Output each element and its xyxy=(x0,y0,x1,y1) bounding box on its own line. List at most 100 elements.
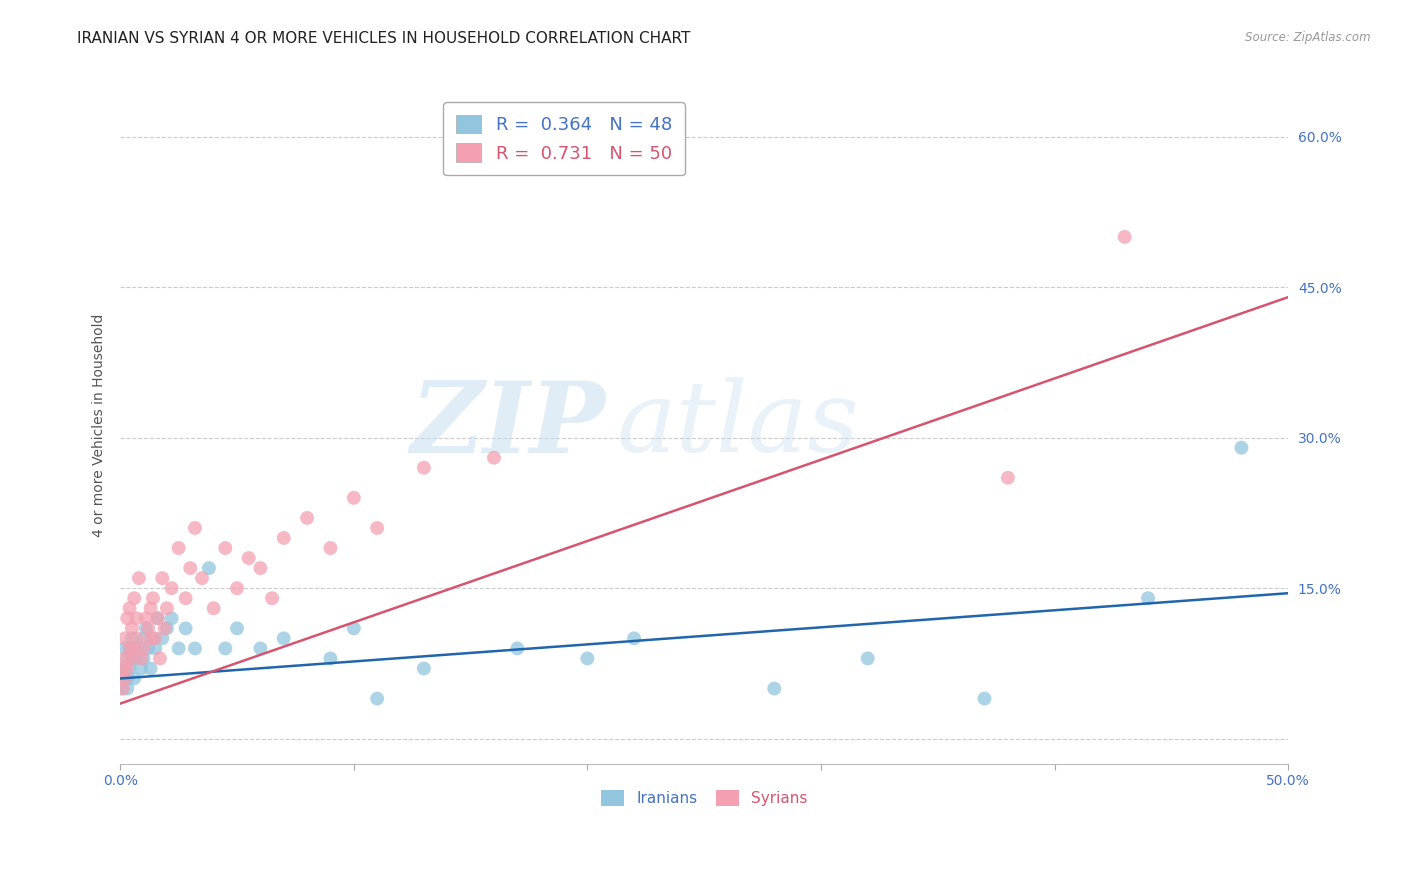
Point xyxy=(135,621,157,635)
Point xyxy=(160,581,183,595)
Text: IRANIAN VS SYRIAN 4 OR MORE VEHICLES IN HOUSEHOLD CORRELATION CHART: IRANIAN VS SYRIAN 4 OR MORE VEHICLES IN … xyxy=(77,31,690,46)
Point xyxy=(114,632,136,646)
Point xyxy=(136,641,159,656)
Point xyxy=(115,672,138,686)
Point xyxy=(856,651,879,665)
Point xyxy=(135,611,157,625)
Point xyxy=(114,641,136,656)
Point xyxy=(114,672,136,686)
Point xyxy=(260,591,283,606)
Point xyxy=(343,621,366,635)
Text: atlas: atlas xyxy=(617,377,859,473)
Point xyxy=(198,561,221,575)
Point xyxy=(122,591,145,606)
Point xyxy=(118,641,141,656)
Point xyxy=(997,471,1019,485)
Point xyxy=(156,601,179,615)
Point xyxy=(146,611,169,625)
Point xyxy=(122,641,145,656)
Point xyxy=(139,661,162,675)
Point xyxy=(129,651,152,665)
Point xyxy=(214,541,236,555)
Point xyxy=(115,681,138,696)
Point xyxy=(184,521,207,535)
Point xyxy=(156,621,179,635)
Point xyxy=(153,621,176,635)
Point xyxy=(1137,591,1160,606)
Point xyxy=(132,651,155,665)
Point xyxy=(115,651,138,665)
Point xyxy=(111,681,134,696)
Point xyxy=(150,632,173,646)
Point xyxy=(121,651,143,665)
Point xyxy=(366,691,388,706)
Point xyxy=(118,661,141,675)
Point xyxy=(482,450,505,465)
Point xyxy=(366,521,388,535)
Point xyxy=(295,511,318,525)
Point xyxy=(118,601,141,615)
Point xyxy=(121,621,143,635)
Point xyxy=(115,661,138,675)
Point xyxy=(412,661,434,675)
Point xyxy=(136,621,159,635)
Point xyxy=(122,641,145,656)
Point xyxy=(118,641,141,656)
Point xyxy=(114,661,136,675)
Point xyxy=(226,581,249,595)
Point xyxy=(114,651,136,665)
Point xyxy=(121,632,143,646)
Point xyxy=(132,641,155,656)
Point xyxy=(763,681,786,696)
Point xyxy=(114,672,136,686)
Point xyxy=(174,591,197,606)
Point xyxy=(214,641,236,656)
Point xyxy=(249,641,271,656)
Point xyxy=(273,632,295,646)
Text: Source: ZipAtlas.com: Source: ZipAtlas.com xyxy=(1246,31,1371,45)
Point xyxy=(150,571,173,585)
Point xyxy=(623,632,645,646)
Point xyxy=(122,672,145,686)
Point xyxy=(1230,441,1253,455)
Point xyxy=(142,632,165,646)
Point xyxy=(191,571,214,585)
Point xyxy=(412,460,434,475)
Point xyxy=(143,632,166,646)
Point xyxy=(125,611,148,625)
Point xyxy=(142,591,165,606)
Point xyxy=(249,561,271,575)
Y-axis label: 4 or more Vehicles in Household: 4 or more Vehicles in Household xyxy=(93,313,107,537)
Point xyxy=(576,651,599,665)
Point xyxy=(128,571,150,585)
Point xyxy=(343,491,366,505)
Text: ZIP: ZIP xyxy=(411,376,605,474)
Point xyxy=(125,651,148,665)
Point xyxy=(319,541,342,555)
Point xyxy=(143,641,166,656)
Point xyxy=(506,641,529,656)
Point xyxy=(160,611,183,625)
Legend: Iranians, Syrians: Iranians, Syrians xyxy=(593,782,815,814)
Point xyxy=(128,641,150,656)
Point xyxy=(973,691,995,706)
Point xyxy=(149,651,172,665)
Point xyxy=(111,661,134,675)
Point xyxy=(319,651,342,665)
Point xyxy=(132,632,155,646)
Point xyxy=(139,601,162,615)
Point xyxy=(167,641,190,656)
Point xyxy=(146,611,169,625)
Point xyxy=(115,611,138,625)
Point xyxy=(1114,230,1136,244)
Point xyxy=(226,621,249,635)
Point xyxy=(238,551,260,566)
Point xyxy=(111,681,134,696)
Point xyxy=(273,531,295,545)
Point xyxy=(139,632,162,646)
Point xyxy=(184,641,207,656)
Point xyxy=(125,632,148,646)
Point xyxy=(202,601,225,615)
Point xyxy=(121,651,143,665)
Point xyxy=(167,541,190,555)
